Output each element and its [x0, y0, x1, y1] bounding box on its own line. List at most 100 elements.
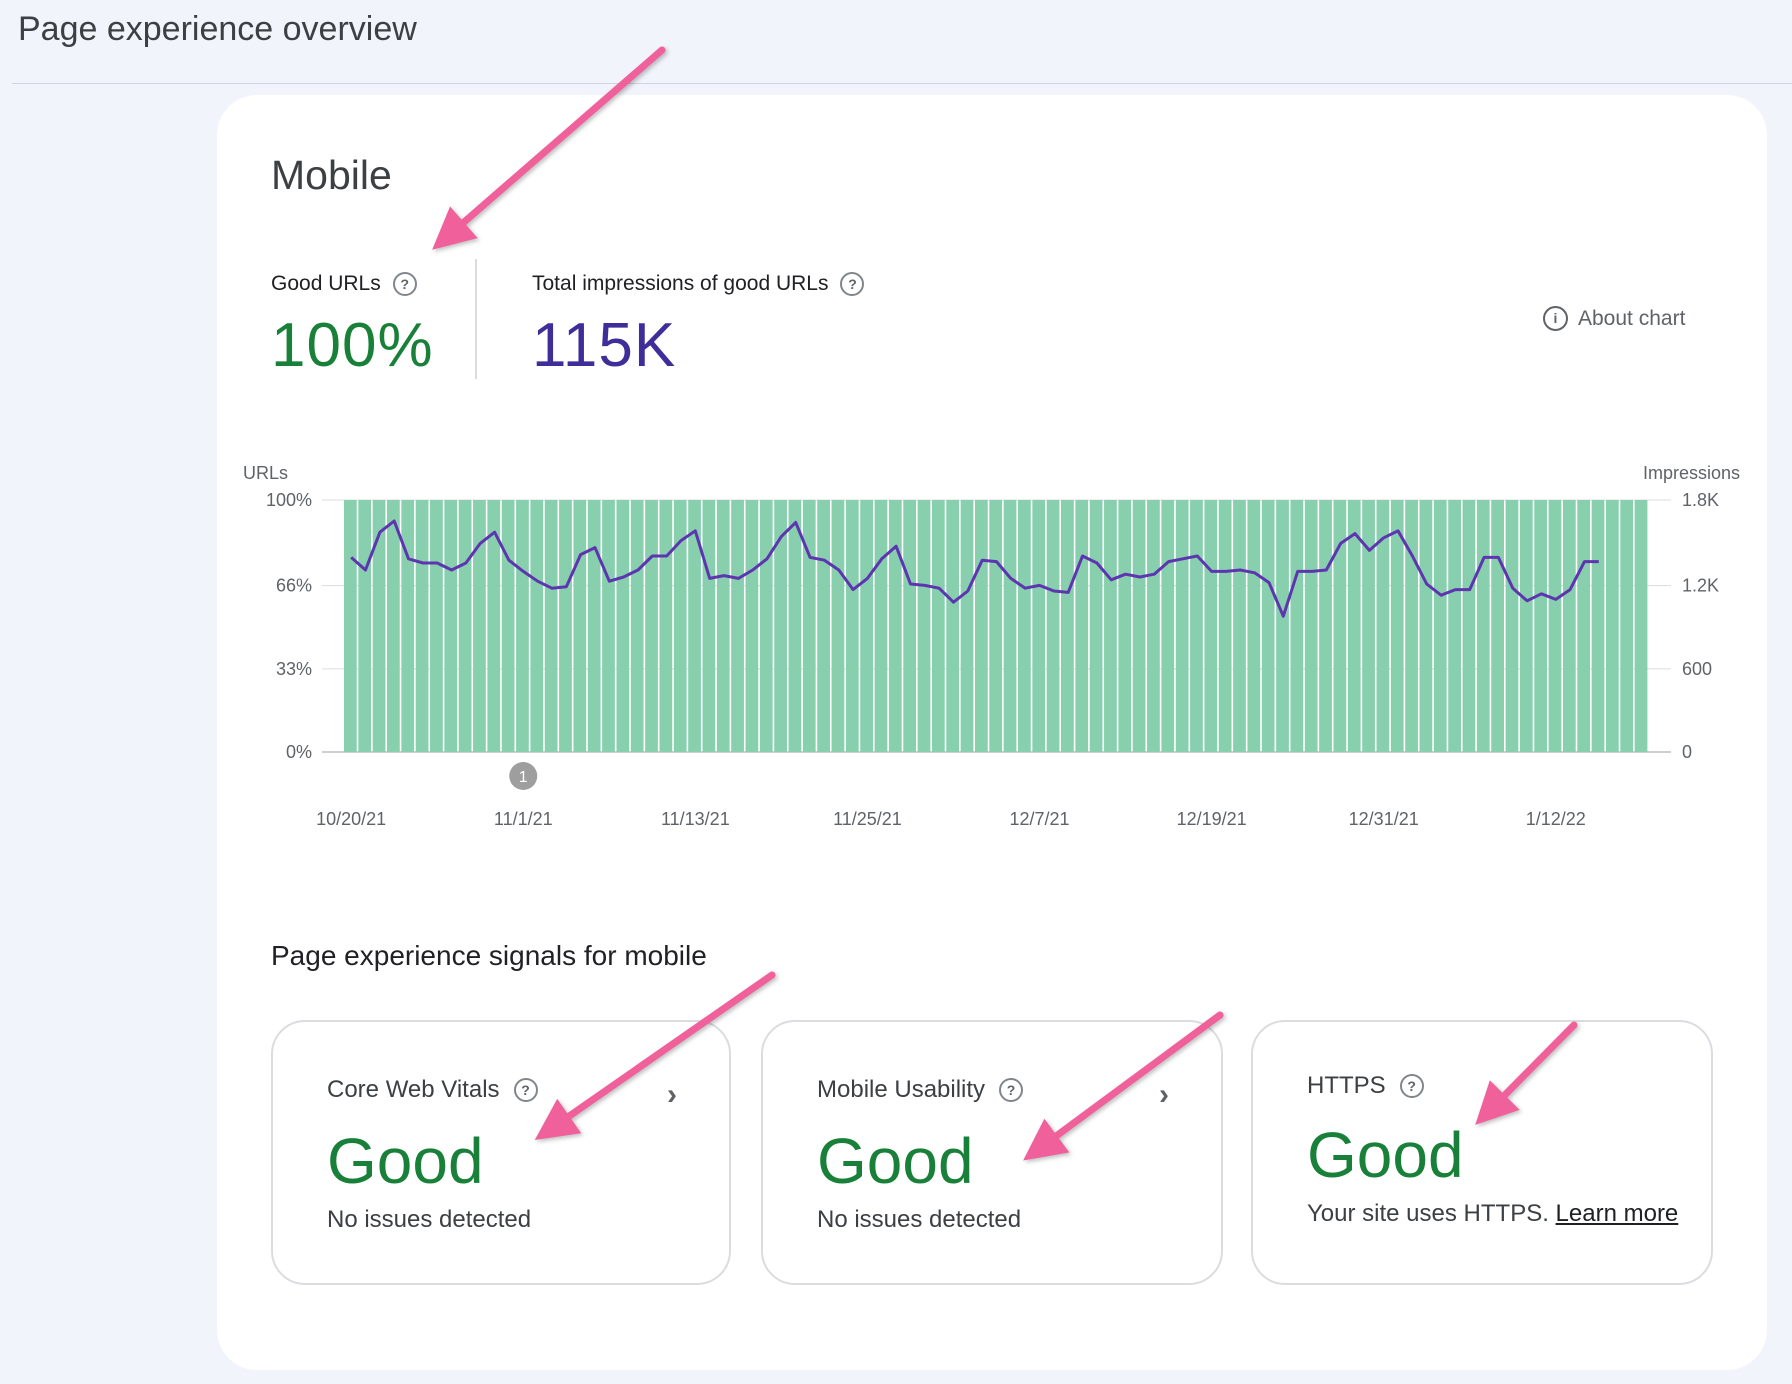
impressions-value: 115K	[532, 311, 677, 380]
bar	[501, 500, 515, 752]
bar	[1018, 500, 1031, 752]
bar	[1175, 500, 1189, 752]
help-icon[interactable]: ?	[392, 272, 417, 296]
bar	[731, 500, 744, 752]
help-icon[interactable]: ?	[999, 1078, 1024, 1102]
bar	[344, 500, 357, 752]
bar	[745, 500, 759, 752]
bar	[1577, 500, 1591, 752]
x-tick-label: 12/19/21	[1177, 809, 1247, 829]
bar	[874, 500, 888, 752]
mobile-usability-card[interactable]: Mobile Usability ? › Good No issues dete…	[761, 1020, 1223, 1285]
https-card: HTTPS ? Good Your site uses HTTPS. Learn…	[1251, 1020, 1713, 1285]
x-tick-label: 12/31/21	[1349, 809, 1419, 829]
x-tick-label: 12/7/21	[1009, 809, 1069, 829]
header-divider	[12, 83, 1792, 84]
bar	[1032, 500, 1046, 752]
info-icon: i	[1543, 306, 1568, 331]
x-tick-label: 1/12/22	[1526, 809, 1586, 829]
mobile-usability-label: Mobile Usability	[817, 1076, 986, 1103]
impressions-metric[interactable]: Total impressions of good URLs ? 115K	[532, 272, 865, 381]
bar	[845, 500, 859, 752]
https-label: HTTPS	[1307, 1072, 1386, 1099]
card-title: Mobile	[271, 152, 392, 198]
y-tick-label: 600	[1682, 659, 1712, 679]
core-web-vitals-card[interactable]: Core Web Vitals ? › Good No issues detec…	[271, 1020, 731, 1285]
mobile-usability-status: Good	[817, 1125, 974, 1197]
bar	[1304, 500, 1318, 752]
y-tick-label: 1.2K	[1682, 576, 1719, 596]
bar	[1161, 500, 1175, 752]
bar	[630, 500, 644, 752]
good-urls-metric[interactable]: Good URLs ? 100%	[271, 272, 434, 381]
bar	[974, 500, 988, 752]
bar	[387, 500, 400, 752]
bar	[1247, 500, 1261, 752]
page-experience-chart: URLs Impressions 100% 1.8K 66% 1.2K 33% 600 0% 0 1…	[243, 463, 1740, 829]
bar	[645, 500, 658, 752]
bar	[487, 500, 501, 752]
bar	[1132, 500, 1146, 752]
chevron-right-icon[interactable]: ›	[1159, 1078, 1169, 1111]
bar	[473, 500, 486, 752]
bar	[659, 500, 673, 752]
bar	[860, 500, 874, 752]
bar	[1405, 500, 1418, 752]
bar	[1433, 500, 1447, 752]
bar	[802, 500, 816, 752]
core-web-vitals-desc: No issues detected	[327, 1206, 532, 1233]
chevron-right-icon[interactable]: ›	[667, 1078, 677, 1111]
bar	[372, 500, 386, 752]
y-tick-label: 33%	[276, 659, 312, 679]
y-tick-label: 100%	[266, 490, 312, 510]
learn-more-link[interactable]: Learn more	[1555, 1200, 1679, 1227]
bar	[774, 500, 787, 752]
y-tick-label: 1.8K	[1682, 490, 1719, 510]
bar	[946, 500, 960, 752]
bar	[1290, 500, 1304, 752]
bar	[559, 500, 572, 752]
bar	[716, 500, 730, 752]
help-icon[interactable]: ?	[840, 272, 865, 296]
good-urls-value: 100%	[271, 311, 434, 380]
bar	[1362, 500, 1375, 752]
bar	[358, 500, 372, 752]
good-urls-label: Good URLs	[271, 272, 381, 295]
bar	[1548, 500, 1562, 752]
bar	[1190, 500, 1203, 752]
bar	[917, 500, 931, 752]
signals-title: Page experience signals for mobile	[271, 940, 707, 971]
https-status: Good	[1307, 1119, 1464, 1191]
bar	[1476, 500, 1490, 752]
page-title: Page experience overview	[18, 10, 417, 48]
bar	[702, 500, 716, 752]
bar	[1605, 500, 1619, 752]
help-icon[interactable]: ?	[513, 1078, 538, 1102]
mobile-usability-desc: No issues detected	[817, 1206, 1022, 1233]
bar	[960, 500, 974, 752]
bar	[1319, 500, 1332, 752]
bar	[1591, 500, 1605, 752]
bar	[1620, 500, 1634, 752]
core-web-vitals-status: Good	[327, 1125, 484, 1197]
x-tick-label: 11/13/21	[661, 809, 730, 829]
bar	[430, 500, 443, 752]
bar	[688, 500, 701, 752]
bar	[1261, 500, 1275, 752]
bar	[1061, 500, 1074, 752]
bar	[1089, 500, 1103, 752]
bar	[931, 500, 945, 752]
about-chart-button[interactable]: i About chart	[1543, 306, 1685, 331]
bar	[673, 500, 687, 752]
bar	[1003, 500, 1017, 752]
bar	[1046, 500, 1060, 752]
bar	[458, 500, 472, 752]
bar	[530, 500, 544, 752]
bar	[544, 500, 558, 752]
bar	[1276, 500, 1289, 752]
bar	[516, 500, 529, 752]
annotation-marker-label: 1	[519, 769, 528, 786]
bar	[817, 500, 830, 752]
help-icon[interactable]: ?	[1399, 1074, 1424, 1098]
about-chart-label: About chart	[1578, 306, 1686, 330]
